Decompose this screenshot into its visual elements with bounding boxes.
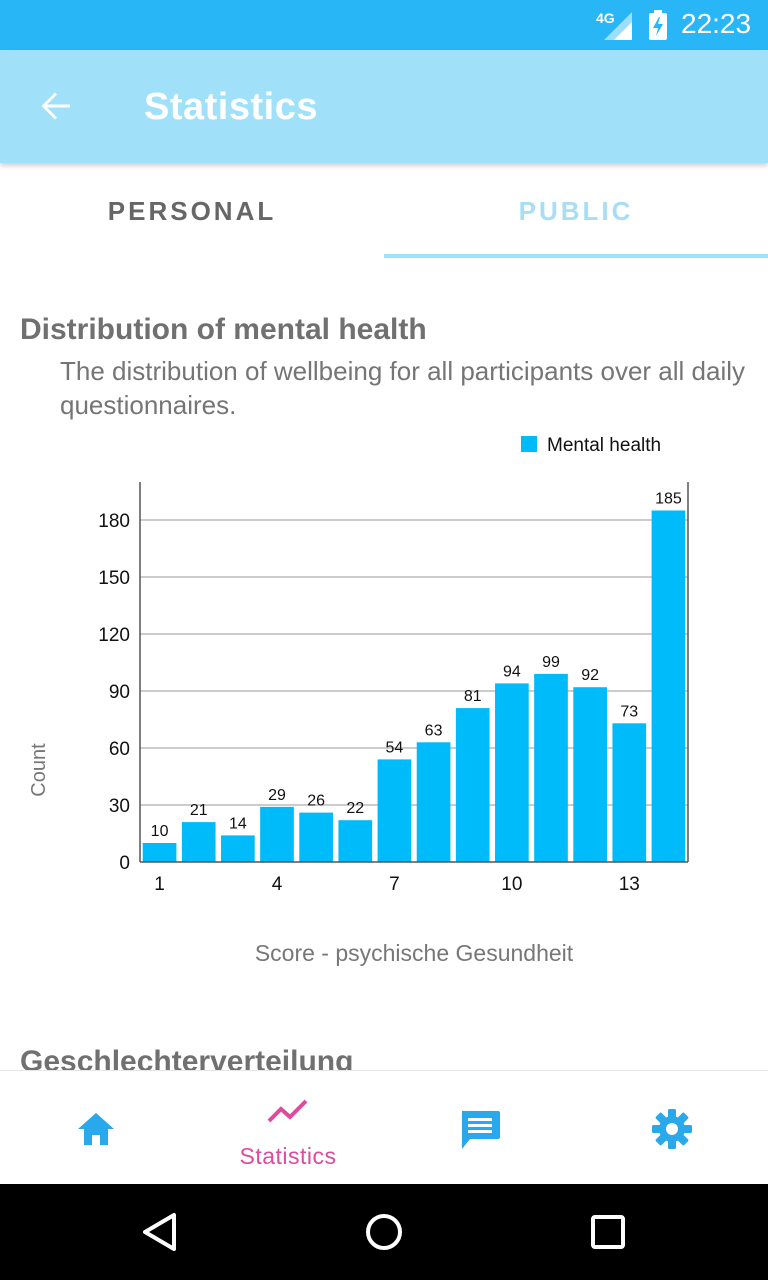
chart-legend: Mental health — [521, 435, 661, 456]
nav-item-home[interactable] — [0, 1071, 192, 1185]
bar-value-label: 185 — [655, 491, 682, 508]
bar-value-label: 92 — [581, 667, 599, 684]
chart-value-labels: 10 21 14 29 26 22 54 63 81 94 99 92 73 185 — [151, 491, 682, 841]
home-icon — [78, 1113, 114, 1145]
bar-value-label: 26 — [307, 793, 325, 810]
page-title: Statistics — [144, 86, 318, 128]
arrow-back-icon[interactable] — [36, 86, 76, 126]
clock: 22:23 — [681, 8, 752, 39]
bar — [534, 673, 568, 862]
bar-value-label: 99 — [542, 654, 560, 671]
network-type: 4G — [596, 10, 615, 26]
bar-value-label: 81 — [464, 688, 482, 705]
y-tick-label: 90 — [109, 682, 130, 703]
bar — [181, 822, 216, 862]
y-tick-label: 30 — [109, 796, 130, 817]
back-triangle-icon[interactable] — [140, 1212, 180, 1252]
bar — [612, 723, 647, 862]
section-description: The distribution of wellbeing for all pa… — [60, 356, 746, 420]
chart-grid — [140, 519, 688, 806]
nav-label-statistics: Statistics — [239, 1143, 337, 1169]
y-tick-label: 120 — [98, 625, 130, 646]
gear-icon — [652, 1109, 692, 1149]
bar-value-label: 21 — [190, 802, 208, 819]
bar-value-label: 73 — [620, 703, 638, 720]
bar-value-label: 54 — [386, 739, 404, 756]
signal-icon — [604, 12, 632, 40]
trending-up-icon — [267, 1099, 308, 1123]
app-bar: Statistics — [0, 50, 768, 163]
bar-value-label: 63 — [425, 722, 443, 739]
y-tick-label: 60 — [109, 739, 130, 760]
bar — [377, 759, 412, 862]
bar — [260, 806, 294, 862]
tab-personal[interactable]: PERSONAL — [107, 195, 277, 226]
message-icon — [462, 1111, 500, 1149]
tab-indicator — [384, 254, 768, 258]
recents-square-icon[interactable] — [588, 1212, 628, 1252]
bar — [573, 687, 607, 862]
y-axis-ticks: 0 30 60 90 120 150 180 — [98, 511, 130, 874]
chart-bars — [142, 510, 686, 862]
x-axis-ticks: 1 4 7 10 13 — [154, 874, 640, 895]
bar — [651, 510, 686, 862]
bar — [299, 812, 333, 862]
tab-bar: PERSONAL PUBLIC — [0, 163, 768, 259]
y-axis-label: Count — [28, 743, 50, 797]
y-tick-label: 180 — [98, 511, 130, 532]
nav-item-statistics[interactable]: Statistics — [192, 1071, 384, 1185]
legend-label: Mental health — [547, 435, 661, 456]
bar-value-label: 22 — [346, 800, 364, 817]
x-axis-label: Score - psychische Gesundheit — [255, 940, 574, 966]
y-tick-label: 0 — [119, 853, 130, 874]
home-circle-icon[interactable] — [364, 1212, 404, 1252]
bar — [495, 683, 529, 862]
nav-item-messages[interactable] — [384, 1071, 576, 1185]
bar-value-label: 94 — [503, 663, 521, 680]
system-navigation-bar — [0, 1184, 768, 1280]
x-tick-label: 10 — [501, 874, 522, 895]
bar — [416, 742, 451, 862]
x-tick-label: 1 — [154, 874, 165, 895]
x-tick-label: 4 — [272, 874, 283, 895]
tab-public[interactable]: PUBLIC — [518, 195, 634, 226]
bar — [455, 708, 490, 862]
bar-value-label: 14 — [229, 815, 247, 832]
y-tick-label: 150 — [98, 568, 130, 589]
x-tick-label: 7 — [389, 874, 400, 895]
bar — [338, 820, 373, 862]
bottom-navigation: Statistics — [0, 1070, 768, 1184]
bar — [221, 835, 255, 862]
x-tick-label: 13 — [619, 874, 640, 895]
legend-swatch — [521, 436, 537, 452]
section-title: Distribution of mental health — [20, 313, 427, 346]
bar-value-label: 29 — [268, 787, 286, 804]
bar — [142, 843, 177, 862]
status-bar: 4G 22:23 — [0, 0, 768, 50]
nav-item-settings[interactable] — [576, 1071, 768, 1185]
bar-value-label: 10 — [151, 823, 169, 840]
battery-charging-icon — [649, 10, 667, 40]
chart-axes — [139, 482, 689, 863]
